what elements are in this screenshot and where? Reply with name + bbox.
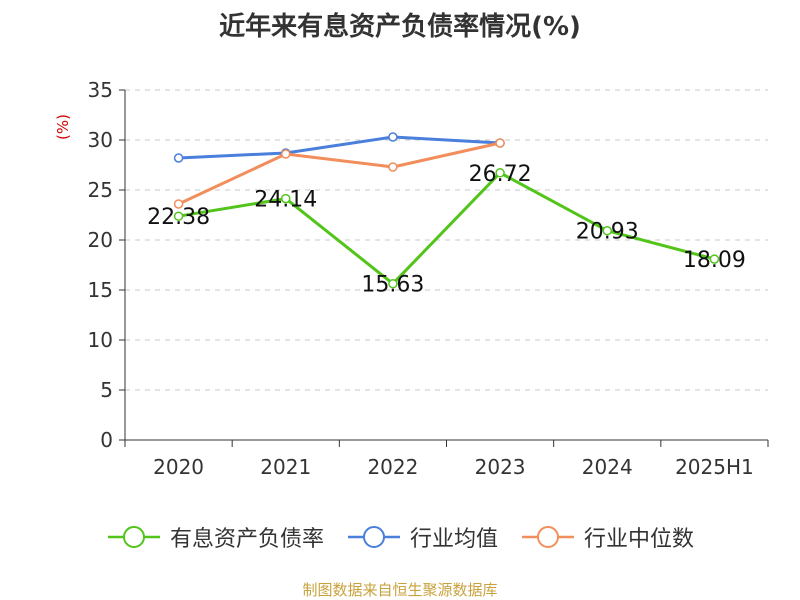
- data-label: 24.14: [254, 188, 317, 213]
- series-layer: [173, 132, 720, 289]
- legend-item[interactable]: 有息资产负债率: [106, 521, 324, 553]
- legend-label: 行业中位数: [584, 527, 695, 552]
- data-point: [388, 132, 398, 142]
- y-axis-label: (%): [54, 114, 72, 140]
- data-point: [388, 278, 398, 289]
- series-line: [178, 135, 501, 160]
- data-point: [281, 193, 291, 204]
- legend-label: 行业均值: [409, 527, 498, 552]
- legend-label: 有息资产负债率: [169, 527, 324, 552]
- grid-layer: [125, 89, 768, 391]
- data-point: [173, 199, 184, 209]
- legend-marker: [122, 526, 145, 548]
- series-line: [177, 141, 501, 206]
- y-tick-label: 30: [88, 128, 113, 152]
- data-label: 18.09: [683, 248, 746, 273]
- data-point: [281, 149, 291, 159]
- y-tick-label: 5: [100, 378, 113, 402]
- y-tick-label: 35: [88, 78, 113, 102]
- chart-legend: 有息资产负债率 行业均值 行业中位数: [0, 520, 800, 554]
- y-tick-label: 15: [88, 278, 113, 302]
- data-point: [495, 138, 505, 148]
- x-tick-label: 2025H1: [675, 455, 754, 479]
- data-label: 15.63: [361, 273, 424, 298]
- legend-swatch: [522, 526, 574, 548]
- chart-title: 近年来有息资产负债率情况(%): [219, 12, 581, 42]
- data-label: 26.72: [469, 162, 532, 187]
- data-label: 22.38: [147, 205, 210, 230]
- x-tick-label: 2021: [260, 455, 311, 479]
- data-point: [173, 153, 184, 163]
- data-point: [602, 225, 612, 236]
- data-label: 20.93: [576, 220, 639, 245]
- y-tick-label: 20: [88, 228, 113, 252]
- legend-swatch: [347, 526, 400, 548]
- line-chart: 0 5 10 15 20 25 30 35 (%) 2020 2021 2022 2023 2024 202…: [54, 78, 769, 479]
- y-tick-label: 10: [88, 328, 113, 352]
- legend-item[interactable]: 行业中位数: [520, 521, 694, 553]
- legend-marker: [362, 526, 385, 548]
- x-tick-label: 2023: [475, 455, 526, 479]
- data-point: [173, 211, 184, 221]
- axis-layer: 0 5 10 15 20 25 30 35 (%) 2020 2021 2022 2023 2024 202…: [54, 78, 769, 479]
- x-tick-label: 2022: [367, 455, 418, 479]
- legend-item[interactable]: 行业均值: [346, 521, 498, 553]
- legend-marker: [537, 526, 559, 548]
- y-tick-label: 25: [88, 178, 113, 202]
- data-point: [495, 168, 505, 178]
- source-footer: 制图数据来自恒生聚源数据库: [302, 581, 498, 599]
- series-line: [178, 171, 715, 286]
- data-point: [388, 162, 398, 172]
- x-tick-label: 2020: [153, 455, 204, 479]
- data-point: [709, 254, 720, 264]
- y-tick-label: 0: [100, 428, 113, 452]
- legend-swatch: [107, 526, 160, 548]
- data-label-layer: 22.38 24.14 15.63 26.72 20.93 18.09: [147, 162, 746, 298]
- x-tick-label: 2024: [582, 455, 633, 479]
